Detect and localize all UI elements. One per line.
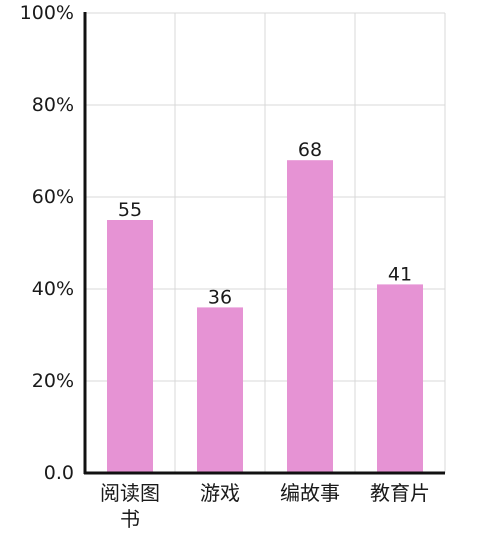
x-tick-label: 教育片 (370, 481, 430, 505)
x-tick-label: 游戏 (200, 481, 240, 505)
x-axis-ticks: 阅读图书 游戏 编故事 教育片 (100, 481, 430, 531)
data-label: 68 (298, 139, 322, 161)
x-tick-label: 阅读图书 (100, 481, 160, 531)
data-labels: 55 36 68 41 (118, 139, 412, 308)
y-axis-ticks: 0.0 20% 40% 60% 80% 100% (20, 2, 74, 484)
bar (287, 160, 333, 473)
y-tick-label: 40% (32, 278, 74, 300)
data-label: 41 (388, 263, 412, 285)
y-tick-label: 80% (32, 94, 74, 116)
y-tick-label: 100% (20, 2, 74, 24)
x-tick-label: 编故事 (280, 481, 340, 505)
y-tick-label: 60% (32, 186, 74, 208)
bars (107, 160, 423, 473)
bar (377, 284, 423, 473)
bar (197, 307, 243, 473)
data-label: 36 (208, 286, 232, 308)
data-label: 55 (118, 199, 142, 221)
y-tick-label: 20% (32, 370, 74, 392)
bar (107, 220, 153, 473)
y-tick-label: 0.0 (44, 462, 74, 484)
